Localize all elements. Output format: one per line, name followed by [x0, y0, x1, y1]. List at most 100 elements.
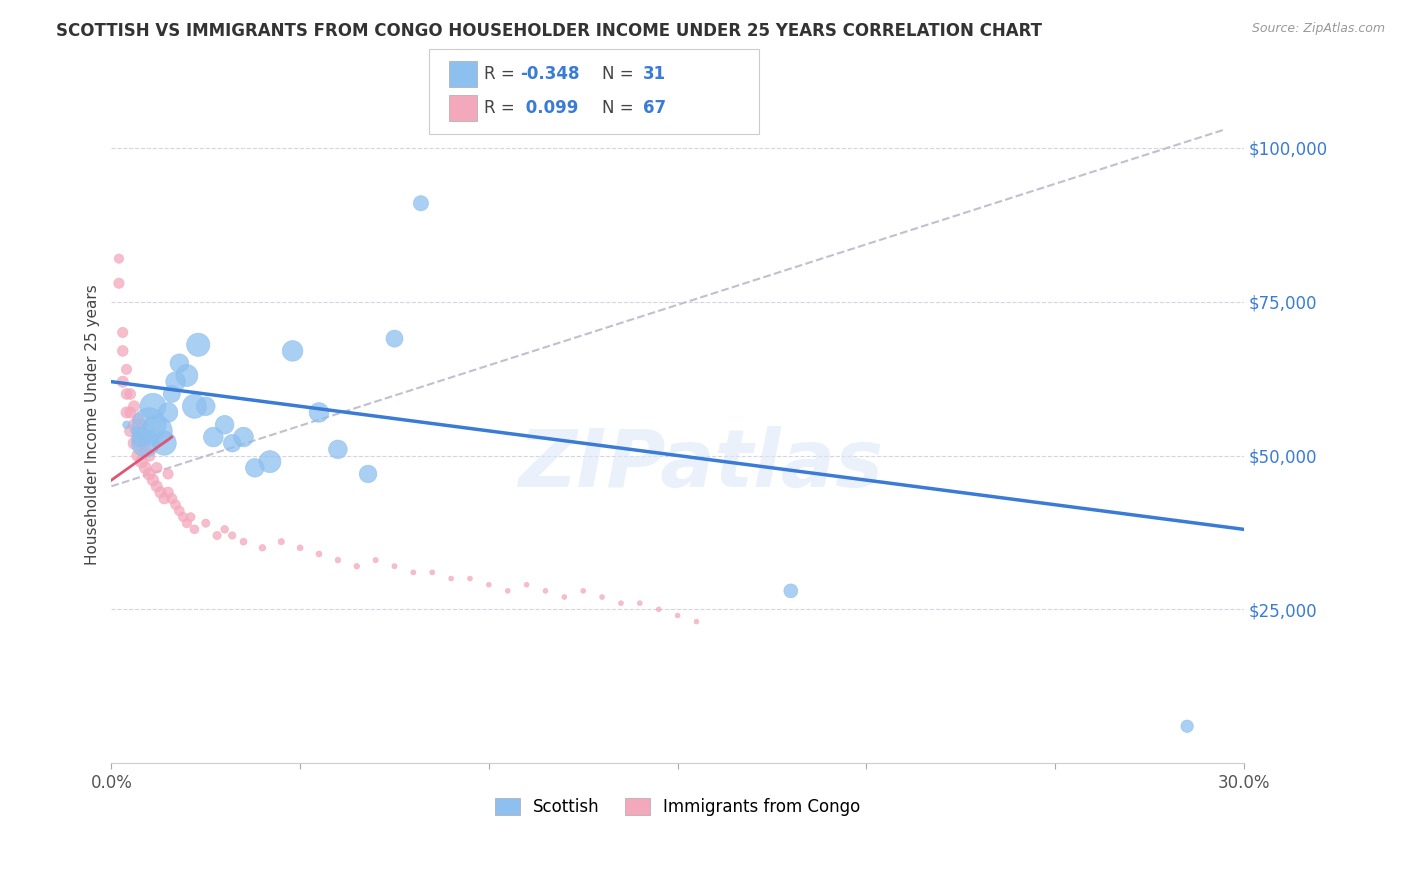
Point: [281, 343, 304, 358]
Point: [194, 516, 217, 531]
Point: [145, 424, 167, 438]
Point: [214, 522, 236, 536]
Point: [384, 332, 406, 346]
Text: 0.099: 0.099: [520, 99, 579, 117]
Point: [288, 541, 311, 555]
Point: [115, 387, 138, 401]
Point: [138, 467, 160, 481]
Point: [308, 405, 330, 419]
Point: [142, 399, 165, 413]
Point: [127, 449, 149, 463]
Point: [534, 583, 557, 598]
Point: [440, 572, 463, 586]
Point: [122, 436, 145, 450]
Point: [478, 578, 501, 592]
Point: [232, 534, 254, 549]
Point: [458, 572, 481, 586]
Point: [357, 467, 380, 481]
Text: N =: N =: [602, 65, 638, 83]
Point: [666, 608, 689, 623]
Point: [183, 399, 205, 413]
Point: [115, 417, 138, 432]
Point: [553, 590, 575, 604]
Point: [160, 387, 183, 401]
Text: 31: 31: [643, 65, 665, 83]
Point: [346, 559, 368, 574]
Point: [111, 326, 134, 340]
Point: [108, 277, 131, 291]
Point: [205, 528, 228, 542]
Point: [402, 566, 425, 580]
Point: [232, 430, 254, 444]
Point: [142, 473, 165, 487]
Point: [180, 510, 202, 524]
Point: [134, 442, 156, 457]
Text: SCOTTISH VS IMMIGRANTS FROM CONGO HOUSEHOLDER INCOME UNDER 25 YEARS CORRELATION : SCOTTISH VS IMMIGRANTS FROM CONGO HOUSEH…: [56, 22, 1042, 40]
Point: [326, 553, 349, 567]
Point: [157, 405, 180, 419]
Point: [111, 375, 134, 389]
Point: [176, 516, 198, 531]
Point: [187, 338, 209, 352]
Y-axis label: Householder Income Under 25 years: Householder Income Under 25 years: [86, 285, 100, 566]
Text: R =: R =: [484, 99, 520, 117]
Point: [157, 467, 180, 481]
Point: [108, 252, 131, 266]
Point: [157, 485, 180, 500]
Point: [134, 436, 156, 450]
Point: [145, 460, 167, 475]
Point: [127, 430, 149, 444]
Point: [252, 541, 274, 555]
Point: [591, 590, 613, 604]
Text: -0.348: -0.348: [520, 65, 579, 83]
Point: [420, 566, 443, 580]
Point: [131, 455, 153, 469]
Point: [138, 417, 160, 432]
Point: [169, 356, 191, 370]
Text: N =: N =: [602, 99, 638, 117]
Point: [221, 436, 243, 450]
Point: [270, 534, 292, 549]
Point: [115, 405, 138, 419]
Point: [326, 442, 349, 457]
Point: [610, 596, 633, 610]
Point: [202, 430, 225, 444]
Point: [685, 615, 707, 629]
Point: [153, 491, 176, 506]
Point: [572, 583, 595, 598]
Point: [221, 528, 243, 542]
Point: [138, 449, 160, 463]
Point: [259, 455, 281, 469]
Point: [153, 436, 176, 450]
Point: [120, 387, 142, 401]
Point: [647, 602, 669, 616]
Point: [516, 578, 538, 592]
Point: [120, 405, 142, 419]
Point: [131, 417, 153, 432]
Point: [149, 485, 172, 500]
Point: [120, 424, 142, 438]
Point: [127, 411, 149, 425]
Point: [145, 479, 167, 493]
Point: [122, 399, 145, 413]
Point: [243, 460, 266, 475]
Point: [122, 424, 145, 438]
Point: [122, 417, 145, 432]
Point: [134, 460, 156, 475]
Point: [779, 583, 801, 598]
Text: ZIPatlas: ZIPatlas: [517, 426, 883, 504]
Point: [364, 553, 387, 567]
Point: [165, 375, 187, 389]
Point: [131, 436, 153, 450]
Text: R =: R =: [484, 65, 520, 83]
Point: [160, 491, 183, 506]
Point: [194, 399, 217, 413]
Text: Source: ZipAtlas.com: Source: ZipAtlas.com: [1251, 22, 1385, 36]
Point: [176, 368, 198, 383]
Text: 67: 67: [643, 99, 665, 117]
Point: [496, 583, 519, 598]
Point: [165, 498, 187, 512]
Point: [214, 417, 236, 432]
Point: [1175, 719, 1198, 733]
Point: [409, 196, 432, 211]
